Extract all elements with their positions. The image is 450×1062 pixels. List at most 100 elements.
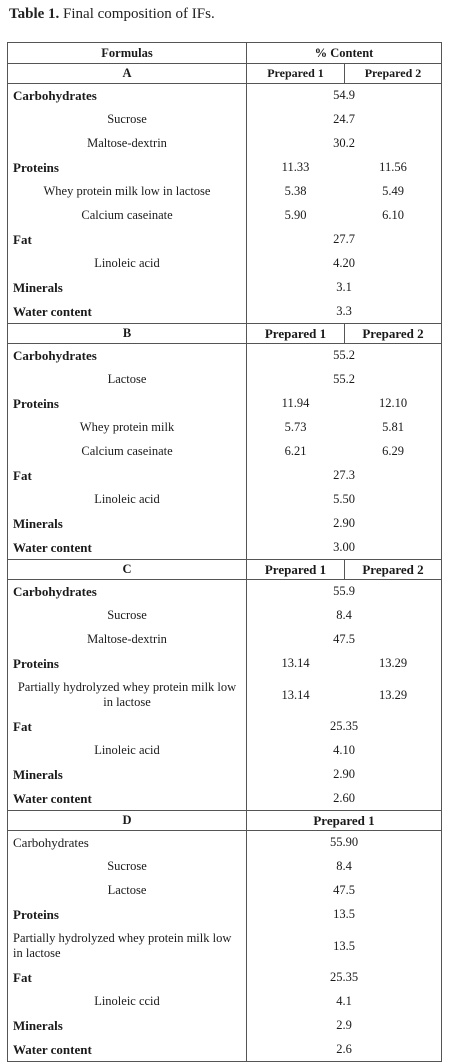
table-row: Maltose-dextrin 47.5 [7,627,442,652]
table-row: Carbohydrates 55.2 [7,343,442,368]
row-value-prepared-1: 5.73 [246,415,345,440]
row-value: 25.35 [246,714,442,739]
table-row: Water content 3.3 [7,299,442,324]
row-label: Maltose-dextrin [7,627,247,652]
prepared-2-header: Prepared 2 [344,559,442,580]
table-row: Lactose 55.2 [7,367,442,392]
row-label: Lactose [7,367,247,392]
header-formulas: Formulas [7,42,247,64]
table-number: Table 1. [9,6,60,22]
row-label: Fat [7,463,247,488]
table-row: Linoleic acid 4.20 [7,251,442,276]
table-row: Proteins 13.14 13.29 [7,651,442,676]
section-header-row: B Prepared 1 Prepared 2 [7,323,442,344]
row-value-prepared-2: 5.49 [344,179,442,204]
table-row: Whey protein milk 5.73 5.81 [7,415,442,440]
table-row: Proteins 13.5 [7,902,442,927]
row-label: Proteins [7,651,247,676]
table-row: Partially hydrolyzed whey protein milk l… [7,675,442,715]
row-value: 27.3 [246,463,442,488]
composition-table: Formulas % Content A Prepared 1 Prepared 2… [7,42,442,1062]
row-label: Linoleic ccid [7,989,247,1014]
row-value: 2.90 [246,762,442,787]
table-row: Whey protein milk low in lactose 5.38 5.49 [7,179,442,204]
row-value: 55.2 [246,367,442,392]
composition-table-body: Formulas % Content A Prepared 1 Prepared 2… [7,42,442,1062]
row-value: 2.60 [246,786,442,811]
prepared-2-header: Prepared 2 [344,323,442,344]
row-label: Sucrose [7,854,247,879]
row-value: 47.5 [246,878,442,903]
row-label: Calcium caseinate [7,203,247,228]
row-value: 13.5 [246,902,442,927]
row-label: Minerals [7,275,247,300]
table-row: Linoleic ccid 4.1 [7,989,442,1014]
prepared-2-header: Prepared 2 [344,63,442,84]
table-row: Maltose-dextrin 30.2 [7,131,442,156]
table-row: Minerals 2.90 [7,511,442,536]
table-row: Partially hydrolyzed whey protein milk l… [7,926,442,966]
table-row: Calcium caseinate 6.21 6.29 [7,439,442,464]
table-row: Calcium caseinate 5.90 6.10 [7,203,442,228]
table-row: Sucrose 24.7 [7,107,442,132]
row-label: Sucrose [7,603,247,628]
table-row: Water content 3.00 [7,535,442,560]
row-value: 55.90 [246,830,442,855]
row-label: Water content [7,535,247,560]
row-value-prepared-1: 6.21 [246,439,345,464]
row-label: Maltose-dextrin [7,131,247,156]
formula-name: A [7,63,247,84]
table-row: Water content 2.6 [7,1037,442,1062]
row-value-prepared-1: 13.14 [246,651,345,676]
row-value: 2.6 [246,1037,442,1062]
table-row: Proteins 11.33 11.56 [7,155,442,180]
table-row: Minerals 2.90 [7,762,442,787]
row-label: Carbohydrates [7,579,247,604]
table-row: Fat 27.7 [7,227,442,252]
row-value: 8.4 [246,603,442,628]
row-value: 8.4 [246,854,442,879]
row-value: 4.1 [246,989,442,1014]
row-label: Carbohydrates [7,343,247,368]
row-value: 24.7 [246,107,442,132]
row-value-prepared-1: 5.38 [246,179,345,204]
table-row: Carbohydrates 55.90 [7,830,442,855]
row-value-prepared-1: 11.33 [246,155,345,180]
row-value: 3.3 [246,299,442,324]
row-value-prepared-2: 13.29 [344,675,442,715]
table-row: Sucrose 8.4 [7,854,442,879]
section-header-row: A Prepared 1 Prepared 2 [7,63,442,84]
row-value: 3.00 [246,535,442,560]
table-title: Final composition of IFs. [63,6,215,22]
row-label: Sucrose [7,107,247,132]
row-value-prepared-2: 11.56 [344,155,442,180]
table-row: Fat 25.35 [7,965,442,990]
row-label: Linoleic acid [7,738,247,763]
row-value: 2.90 [246,511,442,536]
prepared-1-header: Prepared 1 [246,323,345,344]
row-label: Carbohydrates [7,83,247,108]
table-row: Fat 27.3 [7,463,442,488]
row-label: Calcium caseinate [7,439,247,464]
formula-name: B [7,323,247,344]
row-value-prepared-1: 5.90 [246,203,345,228]
formula-name: C [7,559,247,580]
row-label: Lactose [7,878,247,903]
row-label: Partially hydrolyzed whey protein milk l… [7,675,247,715]
row-label: Water content [7,299,247,324]
row-value: 55.2 [246,343,442,368]
row-label: Fat [7,714,247,739]
section-header-row: D Prepared 1 [7,810,442,831]
prepared-1-header: Prepared 1 [246,559,345,580]
table-row: Carbohydrates 55.9 [7,579,442,604]
row-value-prepared-2: 12.10 [344,391,442,416]
row-label: Linoleic acid [7,487,247,512]
row-value: 55.9 [246,579,442,604]
row-value: 2.9 [246,1013,442,1038]
table-row: Proteins 11.94 12.10 [7,391,442,416]
table-row: Minerals 2.9 [7,1013,442,1038]
table-row: Fat 25.35 [7,714,442,739]
row-label: Proteins [7,391,247,416]
row-value: 13.5 [246,926,442,966]
